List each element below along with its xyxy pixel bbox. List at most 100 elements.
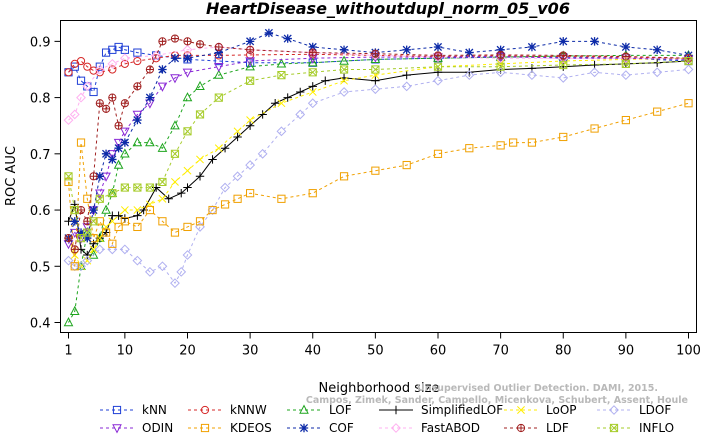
data-point	[171, 177, 179, 186]
data-point	[214, 56, 223, 66]
series-line	[68, 54, 689, 323]
data-point	[295, 109, 306, 120]
data-point	[433, 51, 443, 60]
data-point	[245, 121, 255, 130]
data-point	[114, 121, 123, 130]
data-point	[183, 54, 192, 63]
data-point	[195, 110, 205, 119]
data-point	[158, 194, 167, 203]
data-point	[207, 205, 218, 215]
data-point	[101, 149, 111, 159]
data-point	[76, 76, 86, 85]
data-point	[114, 211, 123, 220]
data-point	[183, 222, 192, 232]
data-point	[70, 262, 79, 271]
data-point	[213, 62, 224, 73]
data-point	[684, 99, 693, 108]
data-point	[177, 188, 186, 198]
series-line	[68, 55, 689, 245]
series-line	[68, 32, 689, 240]
data-point	[559, 51, 568, 60]
legend-marker	[609, 423, 619, 433]
legend-item-loop: LoOP	[504, 403, 577, 417]
data-point	[433, 42, 443, 52]
series-lof	[63, 49, 694, 327]
data-point	[220, 143, 230, 153]
x-tick-label: 10	[117, 344, 134, 359]
data-point	[101, 104, 111, 113]
data-point	[308, 48, 317, 57]
data-point	[108, 189, 117, 198]
x-axis-label: Neighborhood size	[319, 381, 440, 396]
data-point	[402, 70, 411, 80]
data-point	[120, 183, 129, 192]
legend-marker	[200, 405, 210, 415]
data-point	[101, 228, 111, 237]
data-point	[496, 45, 505, 55]
data-point	[170, 149, 180, 158]
legend-item-fastabod: FastABOD	[379, 421, 480, 434]
legend-marker	[516, 423, 526, 433]
legend-label: FastABOD	[421, 421, 480, 434]
data-point	[89, 87, 98, 97]
axes-layer: 1 10 20 30 40 50 60 70 80 90 100 0.4 0.5 0.6 0.7 0.8 0.9	[30, 35, 701, 358]
legend-item-kdeos: KDEOS	[188, 421, 272, 434]
data-point	[621, 59, 630, 68]
data-point	[89, 239, 98, 248]
x-tick-label: 60	[430, 344, 447, 359]
data-point	[433, 75, 443, 86]
data-point	[401, 81, 412, 92]
data-point	[170, 120, 180, 130]
data-point	[264, 28, 274, 38]
legend-label: ODIN	[142, 421, 173, 434]
data-point	[308, 42, 317, 52]
data-point	[558, 53, 569, 64]
data-point	[120, 99, 129, 108]
data-point	[132, 110, 143, 120]
data-point	[158, 217, 167, 226]
series-line	[68, 53, 689, 73]
data-point	[133, 56, 142, 66]
data-point	[108, 239, 117, 248]
data-point	[108, 65, 117, 74]
data-point	[70, 245, 79, 254]
data-point	[101, 172, 111, 182]
y-tick-label: 0.4	[30, 317, 51, 332]
data-point	[70, 62, 79, 71]
series-simplifiedlof	[64, 56, 693, 260]
data-point	[652, 45, 662, 55]
data-point	[120, 59, 129, 68]
data-point	[183, 183, 192, 192]
data-point	[683, 53, 694, 64]
y-tick-label: 0.7	[30, 148, 51, 163]
data-point	[94, 244, 105, 255]
data-point	[495, 67, 506, 78]
data-point	[559, 62, 568, 71]
data-point	[182, 68, 193, 78]
data-point	[433, 149, 443, 158]
data-point	[232, 171, 243, 182]
data-point	[170, 278, 180, 289]
data-point	[145, 93, 155, 102]
data-point	[157, 261, 168, 272]
data-point	[621, 42, 631, 52]
data-point	[88, 249, 99, 259]
data-point	[621, 52, 630, 61]
data-point	[95, 62, 104, 71]
data-point	[183, 127, 192, 136]
x-tick-label: 70	[492, 344, 509, 359]
data-point	[170, 34, 180, 43]
data-point	[653, 107, 662, 116]
data-point	[94, 64, 105, 75]
data-point	[308, 88, 317, 96]
data-point	[195, 172, 205, 181]
data-point	[119, 53, 130, 64]
data-point	[95, 99, 104, 108]
data-point	[527, 138, 537, 147]
data-point	[683, 64, 694, 75]
data-point	[64, 172, 73, 181]
data-point	[258, 110, 267, 119]
legend-item-knnw: kNNW	[188, 403, 267, 417]
data-point	[63, 317, 74, 327]
